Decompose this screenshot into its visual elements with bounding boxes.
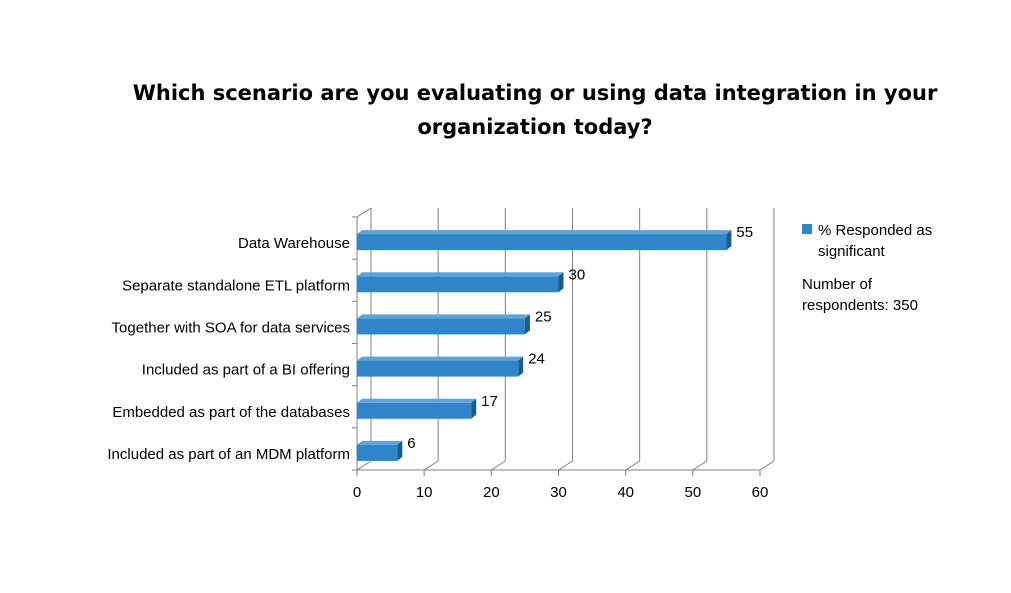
data-label: 24 bbox=[528, 351, 545, 368]
x-tick-label: 60 bbox=[752, 484, 769, 501]
bar-top bbox=[357, 440, 403, 445]
x-tick-label: 0 bbox=[353, 484, 361, 501]
floor-depth-line bbox=[625, 460, 640, 471]
bar-end bbox=[558, 272, 564, 293]
x-tick-label: 10 bbox=[416, 484, 433, 501]
wall-top-edge bbox=[356, 207, 372, 218]
floor-depth-line bbox=[759, 460, 775, 471]
floor-depth-line bbox=[356, 460, 372, 471]
legend-entry: % Responded as significant bbox=[802, 220, 1002, 262]
bar-top bbox=[357, 314, 530, 319]
x-tick-label: 20 bbox=[483, 484, 500, 501]
legend-label: % Responded as significant bbox=[818, 222, 933, 260]
data-label: 30 bbox=[569, 266, 586, 283]
category-label: Included as part of a BI offering bbox=[142, 362, 350, 379]
data-label: 55 bbox=[736, 224, 753, 241]
bar-end bbox=[397, 440, 403, 461]
legend-swatch bbox=[802, 224, 812, 234]
data-label: 17 bbox=[481, 393, 498, 410]
bar bbox=[357, 318, 525, 335]
x-tick-label: 30 bbox=[550, 484, 567, 501]
x-tick-label: 50 bbox=[684, 484, 701, 501]
chart-title: Which scenario are you evaluating or usi… bbox=[120, 76, 950, 144]
bar-end bbox=[524, 314, 530, 335]
bar-end bbox=[726, 230, 732, 251]
bar-top bbox=[357, 230, 732, 235]
bar-top bbox=[357, 398, 477, 403]
bar-end bbox=[518, 356, 524, 377]
bar-top bbox=[357, 272, 564, 277]
chart-title-line-1: Which scenario are you evaluating or usi… bbox=[132, 81, 938, 105]
bar bbox=[357, 234, 727, 251]
respondents-note: Number of respondents: 350 bbox=[802, 274, 1002, 316]
category-label: Separate standalone ETL platform bbox=[122, 277, 350, 294]
legend: % Responded as significant Number of res… bbox=[802, 220, 1002, 316]
data-label: 6 bbox=[407, 435, 415, 452]
data-label: 25 bbox=[535, 308, 552, 325]
respondents-note-line-1: Number of bbox=[802, 276, 873, 293]
bar-end bbox=[471, 398, 477, 419]
floor-depth-line bbox=[692, 460, 708, 471]
x-tick-label: 40 bbox=[617, 484, 634, 501]
category-label: Together with SOA for data services bbox=[112, 319, 350, 336]
bar bbox=[357, 360, 519, 377]
floor-depth-line bbox=[491, 460, 506, 471]
respondents-note-line-2: respondents: 350 bbox=[802, 297, 918, 314]
chart-title-line-2: organization today? bbox=[417, 115, 653, 139]
floor-depth-line bbox=[558, 460, 573, 471]
bar bbox=[357, 402, 472, 419]
bar-top bbox=[357, 356, 524, 361]
bar bbox=[357, 276, 559, 293]
bar bbox=[357, 444, 398, 461]
floor-depth-line bbox=[423, 460, 439, 471]
category-label: Data Warehouse bbox=[238, 235, 350, 252]
category-label: Embedded as part of the databases bbox=[112, 404, 350, 421]
category-label: Included as part of an MDM platform bbox=[107, 446, 350, 463]
